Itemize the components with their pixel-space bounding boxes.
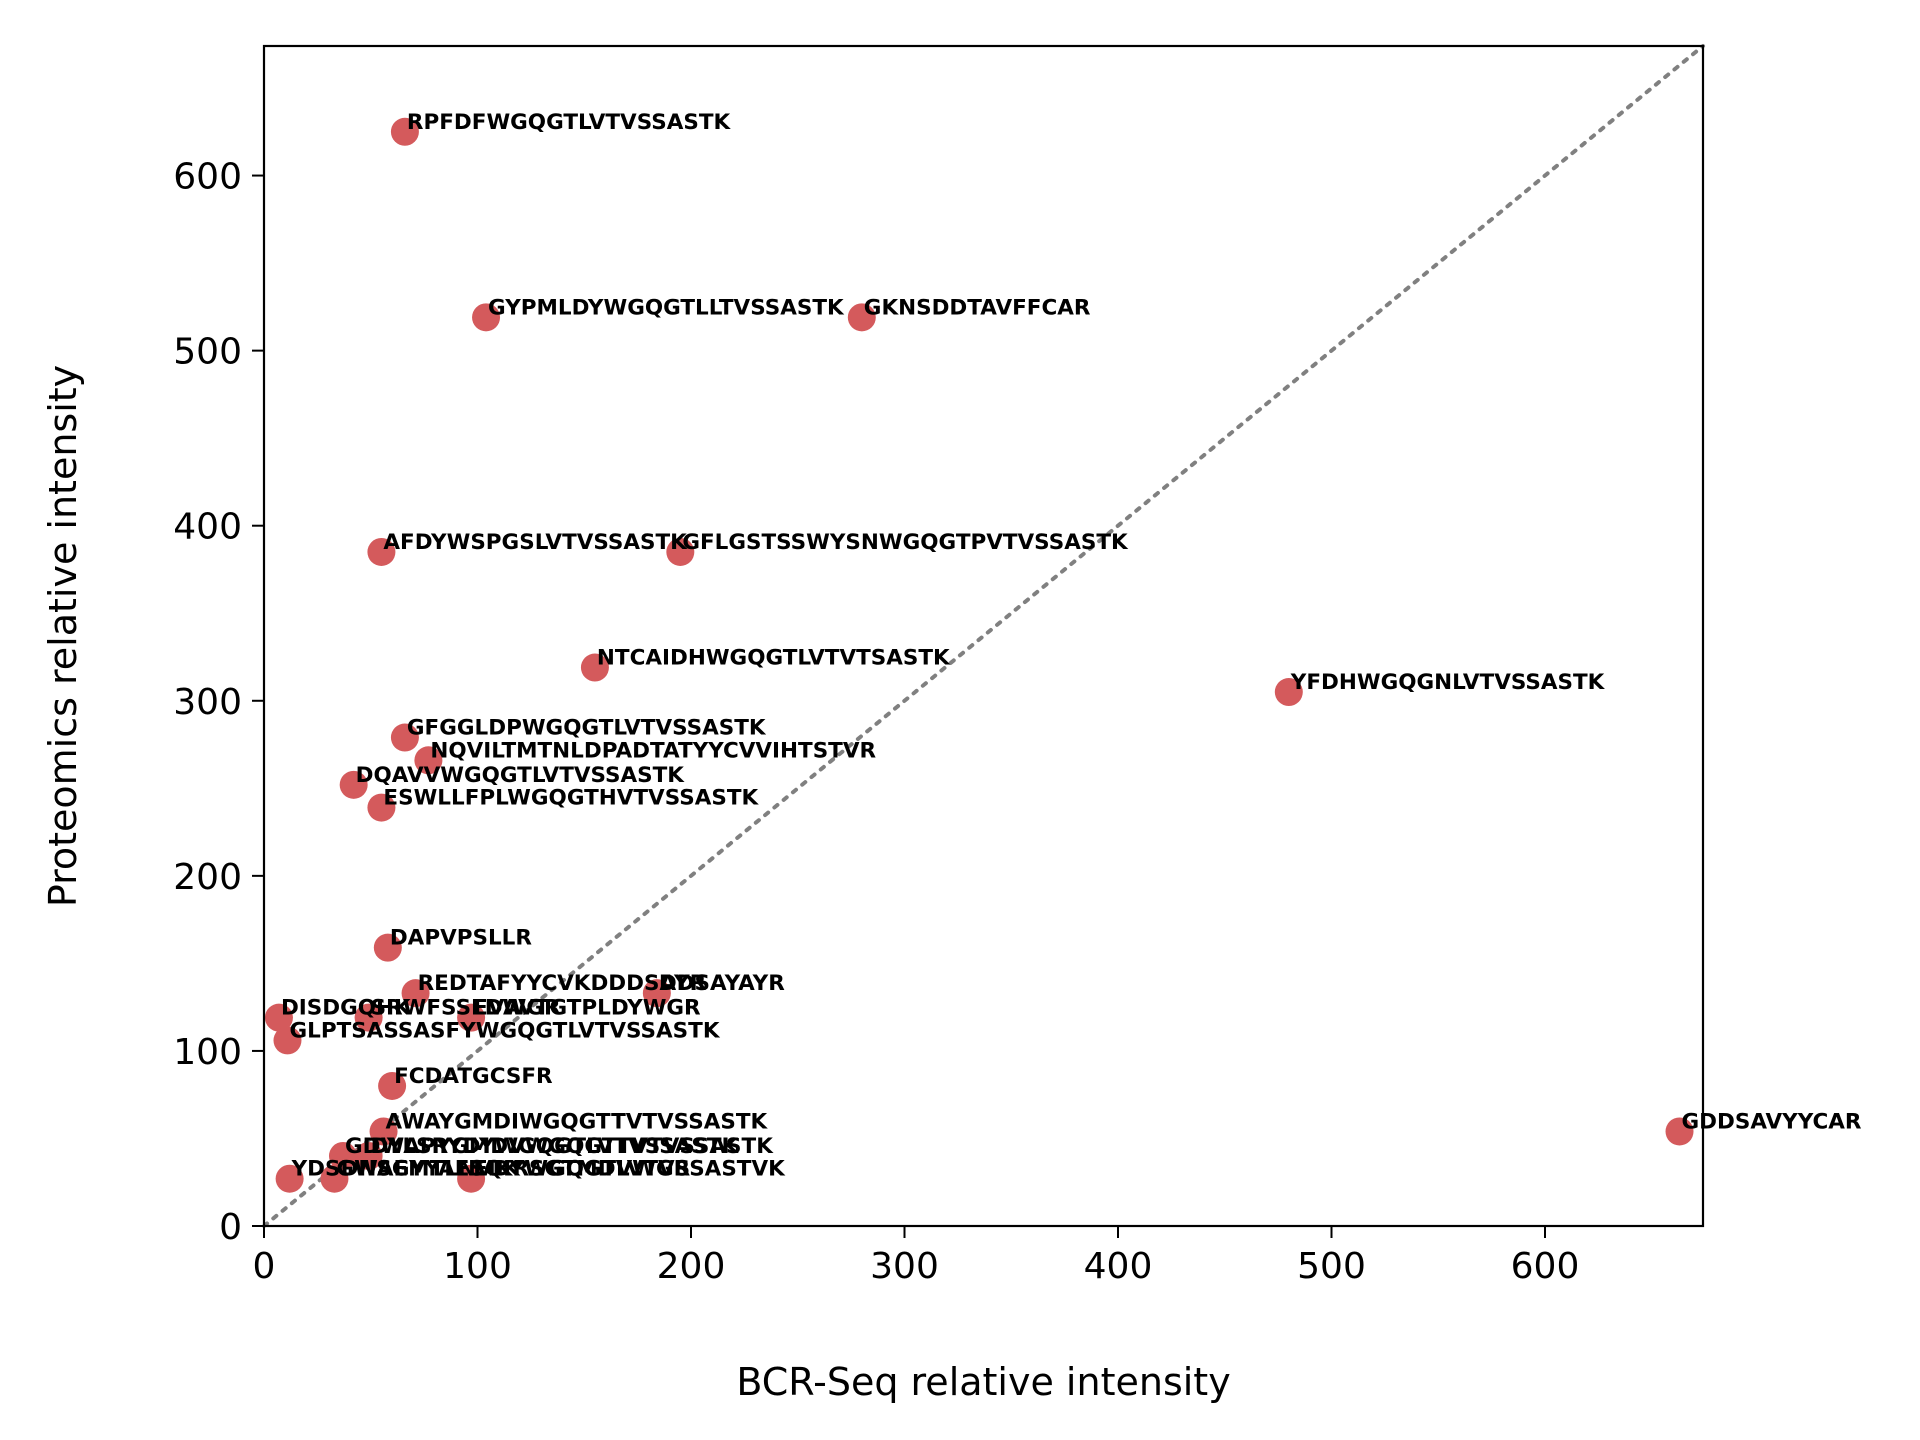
point-label: GYPMLDYWGQGTLLTVSSASTK — [488, 295, 845, 320]
x-tick-label: 600 — [1511, 1246, 1580, 1287]
point-label: AWAYGMDIWGQGTTVTVSSASTK — [386, 1109, 769, 1134]
point-label: REDTAFYYCVKDDDSAYR — [418, 971, 707, 996]
point-label: YDSDNSGYYAESQK — [291, 1157, 522, 1182]
point-label: AFDYWSPGSLVTVSSASTK — [383, 530, 688, 555]
point-label: GWAEMTLNVDYWGQGTLVTVSSASTVK — [336, 1157, 786, 1182]
data-point — [328, 1141, 357, 1170]
point-label: DISDGQHK — [281, 996, 412, 1021]
x-tick-label: 300 — [870, 1246, 939, 1287]
x-tick-label: 0 — [253, 1246, 276, 1287]
data-point — [369, 1117, 398, 1146]
data-point — [354, 1003, 383, 1032]
data-point — [275, 1164, 304, 1193]
y-axis-label: Proteomics relative intensity — [41, 365, 85, 907]
point-label: FCDATGCSFR — [394, 1064, 553, 1089]
point-label: ESWLLFPLWGQGTHVTVSSASTK — [383, 786, 759, 811]
data-point — [390, 723, 419, 752]
point-label: GDWAPYGMDVWGQGTTVTVSSASTK — [345, 1134, 774, 1159]
data-point — [378, 1071, 407, 1100]
data-point — [401, 979, 430, 1008]
data-point — [367, 537, 396, 566]
data-point — [354, 1141, 383, 1170]
data-point — [390, 117, 419, 146]
y-tick-label: 200 — [173, 857, 242, 898]
point-label: GFLGSTSSWYSNWGQGTPVTVSSASTK — [682, 530, 1129, 555]
y-tick-label: 600 — [173, 157, 242, 198]
data-point — [339, 770, 368, 799]
x-tick-label: 200 — [657, 1246, 726, 1287]
point-label: RPFDFWGQGTLVTVSSASTK — [407, 110, 732, 135]
y-tick-label: 300 — [173, 682, 242, 723]
data-point — [1665, 1117, 1694, 1146]
data-point — [320, 1164, 349, 1193]
point-label: EVAVTGTPLDYWGR — [473, 996, 701, 1021]
data-point — [642, 979, 671, 1008]
data-point — [373, 933, 402, 962]
data-point — [666, 537, 695, 566]
data-point — [273, 1026, 302, 1055]
x-tick-label: 400 — [1084, 1246, 1153, 1287]
point-label: GFGGLDPWGQGTLVTVSSASTK — [407, 716, 767, 741]
point-label: EIKRSGTMDVWGR — [473, 1157, 691, 1182]
point-label: YFDHWGQGNLVTVSSASTK — [1290, 670, 1606, 695]
data-point — [457, 1003, 486, 1032]
point-label: GKNSDDTAVFFCAR — [864, 295, 1091, 320]
point-label: SRWFSSLDWGR — [371, 996, 561, 1021]
point-label: NQVILTMTNLDPADTATYYCVVIHTSTVR — [430, 738, 876, 763]
point-label: DQAVVWGQGTLVTVSSASTK — [356, 763, 686, 788]
x-tick-label: 100 — [443, 1246, 512, 1287]
plot-frame — [262, 44, 1705, 1228]
data-point — [472, 303, 501, 332]
y-tick-label: 0 — [219, 1207, 242, 1248]
point-label: GLPTSASSASFYWGQGTLVTVSSASTK — [289, 1018, 720, 1043]
y-tick-label: 100 — [173, 1032, 242, 1073]
data-point — [367, 793, 396, 822]
y-tick-label: 500 — [173, 332, 242, 373]
x-tick-label: 500 — [1297, 1246, 1366, 1287]
data-point — [1274, 678, 1303, 707]
data-point — [414, 746, 443, 775]
x-axis-label: BCR-Seq relative intensity — [736, 1360, 1230, 1404]
reference-diagonal-line — [262, 44, 1705, 1228]
point-label: DAPVPSLLR — [390, 926, 533, 951]
data-point — [264, 1003, 293, 1032]
point-label: DDSAYAYR — [659, 971, 785, 996]
data-point — [847, 303, 876, 332]
point-label: NTCAIDHWGQGTLVTVTSASTK — [597, 646, 951, 671]
data-point — [457, 1164, 486, 1193]
y-tick-label: 400 — [173, 507, 242, 548]
point-label: GDDSAVYYCAR — [1682, 1109, 1862, 1134]
point-label: DYLSRYDYWGQGTLVTVSSASTK — [371, 1134, 740, 1159]
data-point — [580, 653, 609, 682]
